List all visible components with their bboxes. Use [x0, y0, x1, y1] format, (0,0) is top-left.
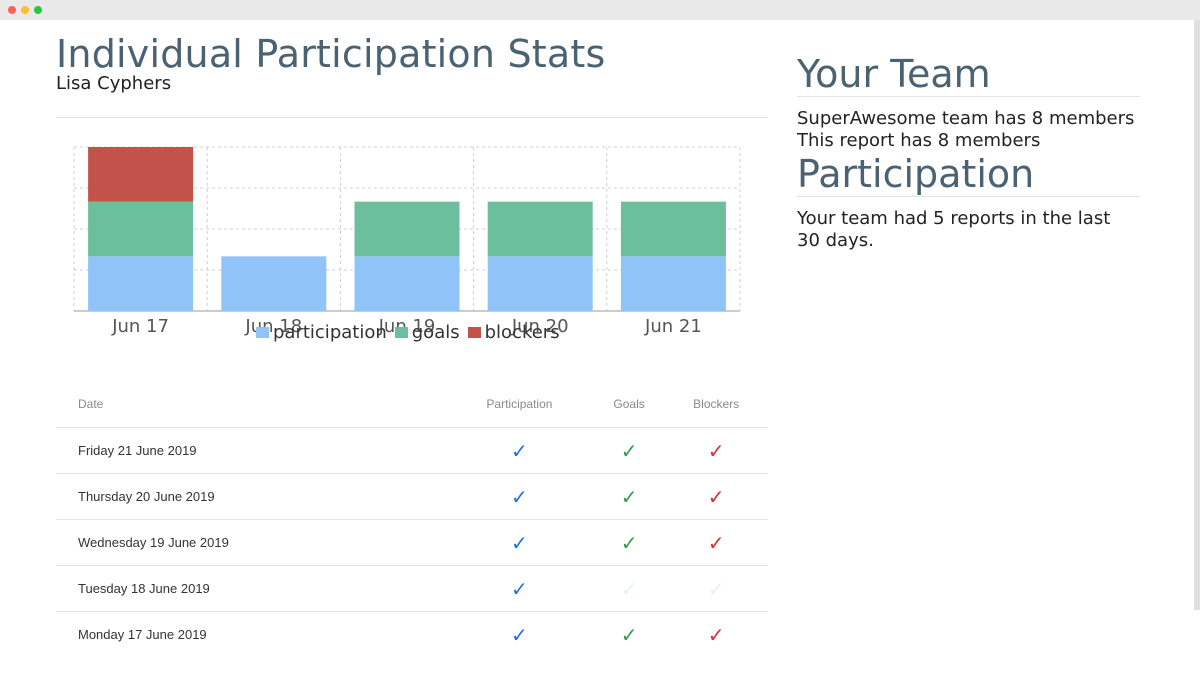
blockers-check-icon: ✓	[707, 438, 725, 463]
header-blockers: Blockers	[664, 380, 768, 428]
bar-participation	[487, 256, 593, 311]
goals-check-icon: ✓	[620, 484, 638, 509]
table-row: Wednesday 19 June 2019 ✓ ✓ ✓	[56, 519, 768, 566]
legend-swatch	[467, 326, 481, 338]
chart-legend: participation goals blockers	[256, 320, 568, 344]
row-blockers-cell: ✓	[664, 565, 768, 612]
table-row: Monday 17 June 2019 ✓ ✓ ✓	[56, 612, 768, 658]
minimize-window-icon[interactable]	[21, 6, 29, 14]
header-participation: Participation	[445, 380, 594, 428]
participation-table: Date Participation Goals Blockers Friday…	[56, 380, 768, 657]
bar-goals	[354, 201, 460, 257]
user-name: Lisa Cyphers	[56, 73, 172, 94]
row-blockers-cell: ✓	[664, 473, 768, 520]
participation-check-icon: ✓	[511, 576, 528, 601]
row-blockers-cell: ✓	[664, 519, 768, 566]
team-divider	[797, 96, 1140, 97]
blockers-check-icon: ✓	[707, 484, 725, 509]
window-titlebar	[0, 0, 1200, 20]
row-goals-cell: ✓	[593, 519, 665, 566]
bar-goals	[88, 201, 194, 257]
title-divider	[56, 117, 768, 118]
legend-swatch	[394, 326, 408, 338]
row-participation-cell: ✓	[445, 519, 594, 566]
legend-swatch	[256, 326, 269, 338]
row-goals-cell: ✓	[593, 473, 665, 520]
row-goals-cell: ✓	[593, 427, 665, 474]
row-participation-cell: ✓	[445, 565, 594, 612]
legend-label: participation	[273, 321, 387, 343]
blockers-check-icon: ✓	[707, 576, 725, 601]
bar-participation	[221, 256, 327, 311]
participation-chart: Jun 17 Jun 18 Jun 19 Jun 20 Jun 21	[73, 146, 741, 337]
page-title: Individual Participation Stats	[56, 32, 606, 76]
header-goals: Goals	[593, 380, 665, 428]
blockers-check-icon: ✓	[707, 530, 725, 555]
row-participation-cell: ✓	[445, 427, 594, 474]
participation-heading: Participation	[797, 152, 1035, 196]
goals-check-icon: ✓	[620, 576, 638, 601]
goals-check-icon: ✓	[620, 438, 638, 463]
row-date: Wednesday 19 June 2019	[56, 519, 446, 566]
table-row: Thursday 20 June 2019 ✓ ✓ ✓	[56, 473, 768, 520]
maximize-window-icon[interactable]	[34, 6, 42, 14]
goals-check-icon: ✓	[620, 530, 638, 555]
participation-check-icon: ✓	[511, 530, 528, 555]
table-header-row: Date Participation Goals Blockers	[56, 380, 768, 428]
legend-label: goals	[411, 321, 460, 343]
bar-goals	[620, 201, 726, 257]
x-tick-label: Jun 21	[644, 316, 702, 337]
legend-label: blockers	[484, 321, 560, 343]
row-date: Monday 17 June 2019	[78, 627, 207, 642]
row-participation-cell: ✓	[445, 612, 594, 658]
blockers-check-icon: ✓	[707, 622, 725, 647]
report-members-text: This report has 8 members	[797, 130, 1041, 151]
bar-blockers	[88, 147, 194, 202]
bar-participation	[88, 256, 194, 311]
close-window-icon[interactable]	[8, 6, 16, 14]
scrollbar[interactable]	[1194, 20, 1200, 610]
bar-participation	[620, 256, 726, 311]
row-goals-cell: ✓	[593, 565, 665, 612]
legend-item-participation: participation	[256, 322, 387, 343]
participation-check-icon: ✓	[511, 438, 528, 463]
row-date: Friday 21 June 2019	[56, 427, 446, 474]
bar-participation	[354, 256, 460, 311]
participation-summary: Your team had 5 reports in the last 30 d…	[797, 208, 1111, 251]
legend-item-goals: goals	[394, 321, 460, 343]
row-goals-cell: ✓	[594, 612, 665, 658]
participation-check-icon: ✓	[511, 484, 528, 509]
table-row: Tuesday 18 June 2019 ✓ ✓ ✓	[56, 565, 768, 612]
header-date: Date	[56, 380, 446, 428]
team-members-text: SuperAwesome team has 8 members	[797, 108, 1135, 129]
goals-check-icon: ✓	[620, 622, 638, 647]
row-date: Thursday 20 June 2019	[56, 473, 446, 520]
row-date: Tuesday 18 June 2019	[56, 565, 446, 612]
row-participation-cell: ✓	[445, 473, 594, 520]
legend-item-blockers: blockers	[467, 321, 560, 343]
x-tick-label: Jun 20	[511, 316, 569, 337]
participation-check-icon: ✓	[511, 622, 528, 647]
bar-goals	[487, 201, 593, 257]
row-blockers-cell: ✓	[664, 427, 768, 474]
team-heading: Your Team	[797, 52, 991, 96]
participation-divider	[797, 196, 1140, 197]
table-row: Friday 21 June 2019 ✓ ✓ ✓	[56, 427, 768, 474]
row-blockers-cell: ✓	[664, 612, 768, 658]
x-tick-label: Jun 17	[111, 316, 169, 337]
